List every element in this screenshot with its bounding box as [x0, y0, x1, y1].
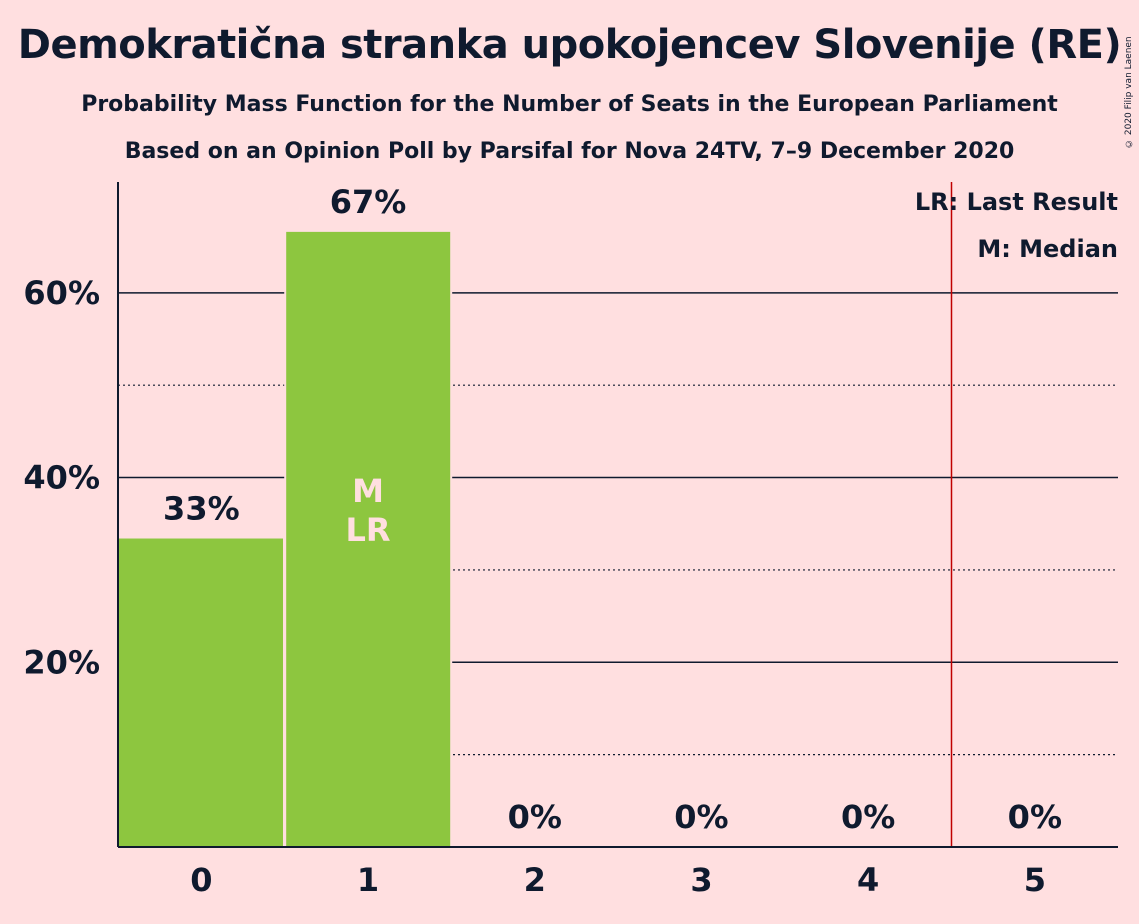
legend-median: M: Median: [977, 235, 1118, 263]
last-result-marker: LR: [346, 511, 391, 549]
bar-layer: [116, 229, 453, 847]
y-tick-label: 20%: [23, 643, 100, 681]
seat-probability-bar: [286, 231, 451, 847]
x-tick-label: 5: [1024, 861, 1046, 899]
chart-subtitle: Probability Mass Function for the Number…: [81, 92, 1058, 117]
x-tick-label: 2: [524, 861, 546, 899]
x-tick-label: 1: [357, 861, 379, 899]
x-tick-label: 3: [690, 861, 712, 899]
x-tick-label: 4: [857, 861, 879, 899]
axis-layer: 20% 40% 60% 0 1 2 3 4 5: [23, 182, 1118, 899]
seat-probability-bar: [118, 538, 283, 847]
median-marker: M: [352, 472, 384, 510]
x-tick-label: 0: [190, 861, 212, 899]
legend-layer: LR: Last Result M: Median: [915, 188, 1118, 263]
label-layer: 33% 67% 0% 0% 0% 0% MLR: [163, 183, 1062, 836]
chart-title: Demokratična stranka upokojencev Sloveni…: [17, 22, 1122, 68]
bar-value-label: 33%: [163, 490, 240, 528]
bar-value-label: 0%: [508, 798, 562, 836]
y-tick-label: 40%: [23, 459, 100, 497]
bar-value-label: 67%: [330, 183, 407, 221]
bar-value-label: 0%: [1008, 798, 1062, 836]
legend-last-result: LR: Last Result: [915, 188, 1118, 216]
chart-source-subtitle: Based on an Opinion Poll by Parsifal for…: [124, 139, 1015, 164]
bar-value-label: 0%: [841, 798, 895, 836]
bar-value-label: 0%: [674, 798, 728, 836]
y-tick-label: 60%: [23, 274, 100, 312]
